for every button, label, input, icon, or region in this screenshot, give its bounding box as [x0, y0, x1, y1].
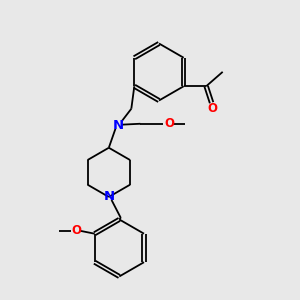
Text: N: N [112, 119, 123, 132]
Text: O: O [207, 102, 217, 115]
Text: O: O [164, 117, 174, 130]
Text: O: O [72, 224, 82, 237]
Text: N: N [103, 190, 114, 203]
